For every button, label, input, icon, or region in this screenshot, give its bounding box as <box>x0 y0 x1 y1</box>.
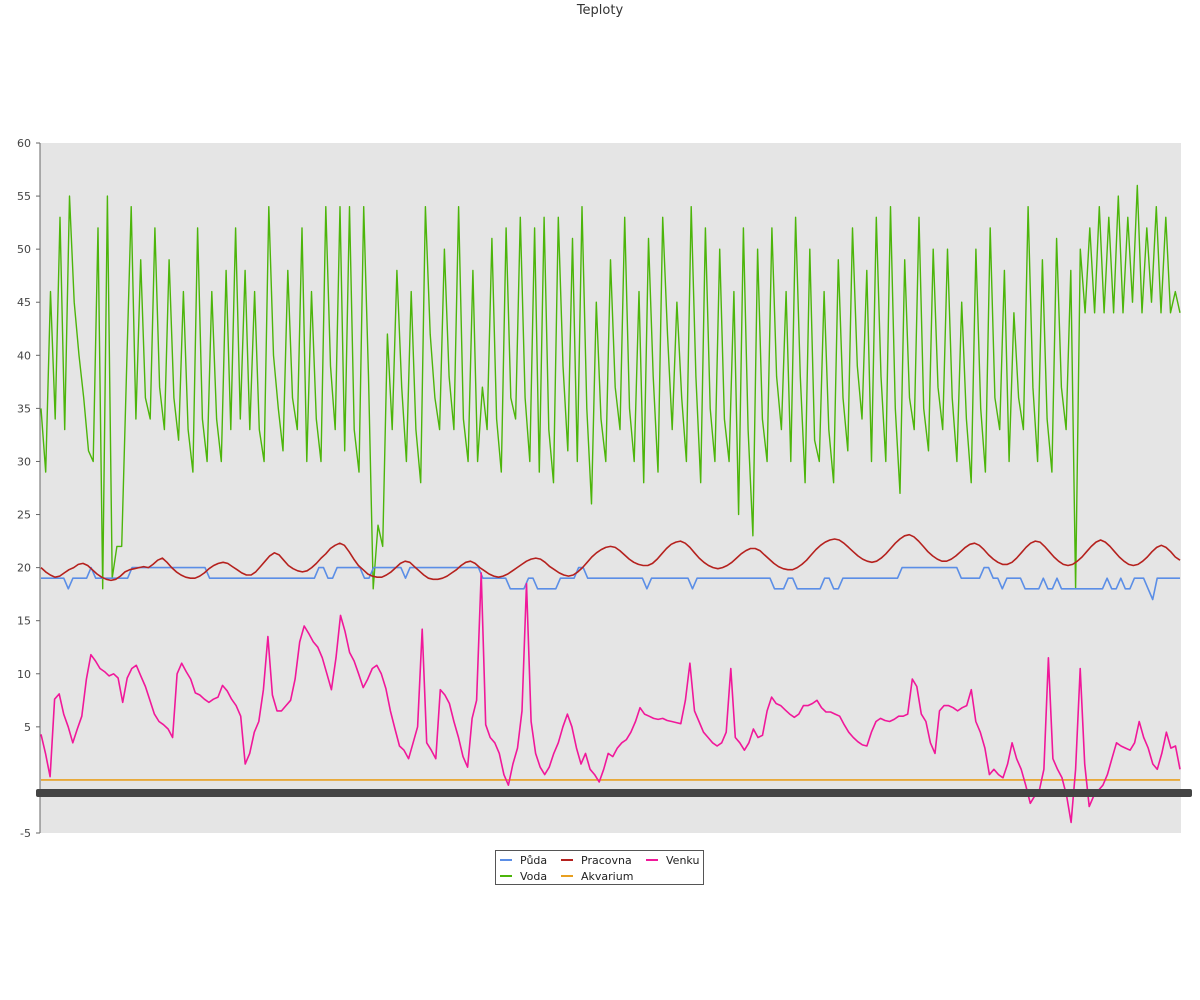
series-line-venku <box>40 572 1181 824</box>
legend-label-puda: Půda <box>520 854 548 867</box>
legend-label-venku: Venku <box>666 854 700 867</box>
legend-item-akvarium: Akvarium <box>561 870 633 884</box>
series-line-pracovna <box>40 533 1181 582</box>
y-axis: -5 5 10 15 20 25 30 35 40 45 50 55 60 <box>17 137 41 840</box>
y-tick-label: 5 <box>24 721 31 734</box>
y-tick-label: 40 <box>17 349 31 362</box>
chart-title: Teploty <box>576 3 624 18</box>
plot-area <box>40 143 1181 833</box>
y-tick-label: -5 <box>20 827 31 840</box>
legend-label-pracovna: Pracovna <box>581 854 632 867</box>
series-line-p-da <box>41 566 1180 601</box>
y-tick-label: 55 <box>17 190 31 203</box>
y-tick-label: 35 <box>17 402 31 415</box>
legend-swatch-pracovna <box>561 859 573 861</box>
x-axis-band <box>36 789 1192 797</box>
y-tick-label: 50 <box>17 243 31 256</box>
legend-swatch-puda <box>500 859 512 861</box>
legend-swatch-akvarium <box>561 875 573 877</box>
y-tick-label: 15 <box>17 615 31 628</box>
legend: Půda Voda Pracovna Akvarium Venku <box>495 850 704 885</box>
y-tick-label: 60 <box>17 137 31 150</box>
legend-label-akvarium: Akvarium <box>581 870 634 883</box>
y-tick-label: 10 <box>17 668 31 681</box>
legend-item-venku: Venku <box>646 854 699 868</box>
legend-swatch-voda <box>500 875 512 877</box>
y-tick-label: 30 <box>17 455 31 468</box>
legend-item-voda: Voda <box>500 870 547 884</box>
series-layer <box>40 184 1181 824</box>
legend-label-voda: Voda <box>520 870 548 883</box>
y-tick-label: 20 <box>17 562 31 575</box>
legend-item-pracovna: Pracovna <box>561 854 632 868</box>
y-tick-label: 45 <box>17 296 31 309</box>
y-tick-label: 25 <box>17 509 31 522</box>
legend-item-puda: Půda <box>500 854 547 868</box>
legend-swatch-venku <box>646 859 658 861</box>
series-line-voda <box>40 184 1181 590</box>
